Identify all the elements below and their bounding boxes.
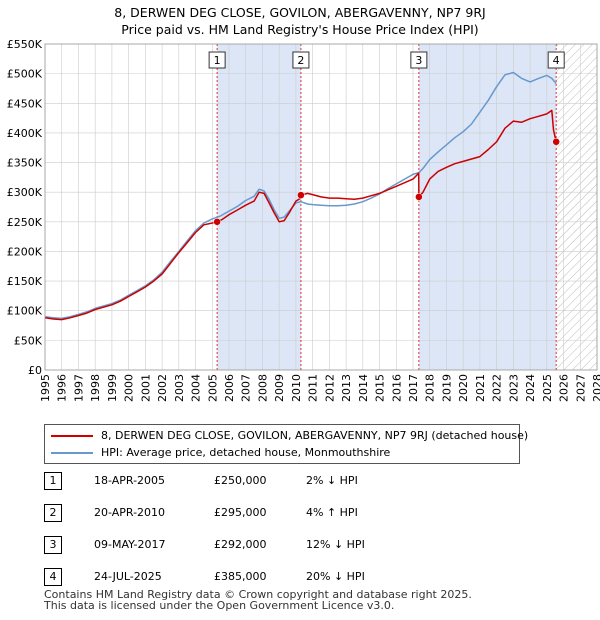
y-tick-label: £350K <box>7 157 43 170</box>
sale-date: 18-APR-2005 <box>94 474 166 487</box>
sale-row: 4 24-JUL-2025 £385,000 20% ↓ HPI <box>44 568 464 586</box>
title-line-1: 8, DERWEN DEG CLOSE, GOVILON, ABERGAVENN… <box>114 5 486 20</box>
sale-date: 20-APR-2010 <box>94 506 166 519</box>
sale-hpi-diff: 12% ↓ HPI <box>306 538 365 551</box>
x-tick-label: 2001 <box>139 374 152 402</box>
sale-date: 24-JUL-2025 <box>94 570 162 583</box>
x-tick-label: 2024 <box>524 374 537 402</box>
y-tick-label: £450K <box>7 97 43 110</box>
x-tick-label: 1997 <box>72 374 85 402</box>
sale-price: £385,000 <box>214 570 267 583</box>
x-tick-label: 2008 <box>256 374 269 402</box>
sale-marker <box>297 191 305 199</box>
x-tick-label: 1999 <box>106 374 119 402</box>
x-tick-label: 2022 <box>491 374 504 402</box>
y-tick-label: £50K <box>14 334 43 347</box>
sale-marker <box>552 138 560 146</box>
footer-line-2: This data is licensed under the Open Gov… <box>44 599 395 612</box>
x-tick-label: 2003 <box>173 374 186 402</box>
x-tick-label: 2016 <box>390 374 403 402</box>
future-hatch <box>556 44 597 370</box>
x-tick-label: 1995 <box>39 374 52 402</box>
x-tick-label: 2028 <box>591 374 600 402</box>
legend-item-hpi: HPI: Average price, detached house, Monm… <box>51 445 390 461</box>
sale-number-badge: 2 <box>44 504 62 522</box>
sale-hpi-diff: 20% ↓ HPI <box>306 570 365 583</box>
y-tick-label: £550K <box>7 38 43 51</box>
x-tick-label: 2007 <box>240 374 253 402</box>
hpi-line <box>45 71 557 320</box>
x-tick-label: 2002 <box>156 374 169 402</box>
x-tick-label: 2018 <box>424 374 437 402</box>
x-tick-label: 2027 <box>574 374 587 402</box>
sale-row: 3 09-MAY-2017 £292,000 12% ↓ HPI <box>44 536 464 554</box>
footer-attribution: Contains HM Land Registry data © Crown c… <box>44 589 472 611</box>
legend-swatch-price <box>51 435 93 437</box>
y-tick-label: £0 <box>28 364 42 377</box>
sale-label-box <box>208 51 226 69</box>
y-tick-label: £500K <box>7 68 43 81</box>
sale-label-text: 3 <box>415 54 422 67</box>
x-tick-label: 2025 <box>541 374 554 402</box>
x-tick-label: 2020 <box>457 374 470 402</box>
sale-label-text: 1 <box>214 54 221 67</box>
sale-label-box <box>547 51 565 69</box>
y-tick-label: £150K <box>7 275 43 288</box>
x-tick-label: 2000 <box>123 374 136 402</box>
sale-row: 2 20-APR-2010 £295,000 4% ↑ HPI <box>44 504 464 522</box>
sale-price: £295,000 <box>214 506 267 519</box>
x-tick-label: 2004 <box>190 374 203 402</box>
x-tick-label: 2009 <box>273 374 286 402</box>
x-tick-label: 1998 <box>89 374 102 402</box>
x-tick-label: 2006 <box>223 374 236 402</box>
sale-row: 1 18-APR-2005 £250,000 2% ↓ HPI <box>44 472 464 490</box>
x-tick-label: 1996 <box>56 374 69 402</box>
sale-date: 09-MAY-2017 <box>94 538 166 551</box>
chart-title: 8, DERWEN DEG CLOSE, GOVILON, ABERGAVENN… <box>0 4 600 38</box>
sale-hpi-diff: 2% ↓ HPI <box>306 474 358 487</box>
x-tick-label: 2023 <box>507 374 520 402</box>
sale-number-badge: 4 <box>44 568 62 586</box>
x-tick-label: 2010 <box>290 374 303 402</box>
x-tick-label: 2026 <box>558 374 571 402</box>
x-tick-label: 2019 <box>440 374 453 402</box>
sale-marker <box>415 193 423 201</box>
sale-number-badge: 3 <box>44 536 62 554</box>
x-tick-label: 2011 <box>307 374 320 402</box>
x-tick-label: 2021 <box>474 374 487 402</box>
sale-label-text: 2 <box>297 54 304 67</box>
y-tick-label: £200K <box>7 245 43 258</box>
x-tick-label: 2013 <box>340 374 353 402</box>
legend-label-hpi: HPI: Average price, detached house, Monm… <box>101 446 391 459</box>
y-tick-label: £250K <box>7 216 43 229</box>
y-tick-label: £400K <box>7 127 43 140</box>
title-line-2: Price paid vs. HM Land Registry's House … <box>121 22 479 37</box>
legend-item-price: 8, DERWEN DEG CLOSE, GOVILON, ABERGAVENN… <box>51 428 528 444</box>
x-tick-label: 2012 <box>323 374 336 402</box>
sale-marker <box>213 218 221 226</box>
sale-label-box <box>410 51 428 69</box>
sale-label-box <box>292 51 310 69</box>
sale-label-text: 4 <box>553 54 560 67</box>
plot-frame <box>44 43 598 371</box>
sale-price: £250,000 <box>214 474 267 487</box>
y-tick-label: £100K <box>7 305 43 318</box>
x-tick-label: 2015 <box>374 374 387 402</box>
x-tick-label: 2005 <box>206 374 219 402</box>
x-tick-label: 2014 <box>357 374 370 402</box>
legend-swatch-hpi <box>51 452 93 454</box>
footer-line-1: Contains HM Land Registry data © Crown c… <box>44 588 472 601</box>
price-chart: 1 2 3 4 £0 £50K £100K £150K £200K £250K £300K £350… <box>7 38 600 402</box>
legend-label-price: 8, DERWEN DEG CLOSE, GOVILON, ABERGAVENN… <box>101 429 529 442</box>
x-tick-label: 2017 <box>407 374 420 402</box>
sale-number-badge: 1 <box>44 472 62 490</box>
sale-hpi-diff: 4% ↑ HPI <box>306 506 358 519</box>
shaded-period <box>217 44 301 370</box>
y-tick-label: £300K <box>7 186 43 199</box>
sale-price: £292,000 <box>214 538 267 551</box>
shaded-period <box>418 44 557 370</box>
chart-legend: 8, DERWEN DEG CLOSE, GOVILON, ABERGAVENN… <box>44 424 528 464</box>
